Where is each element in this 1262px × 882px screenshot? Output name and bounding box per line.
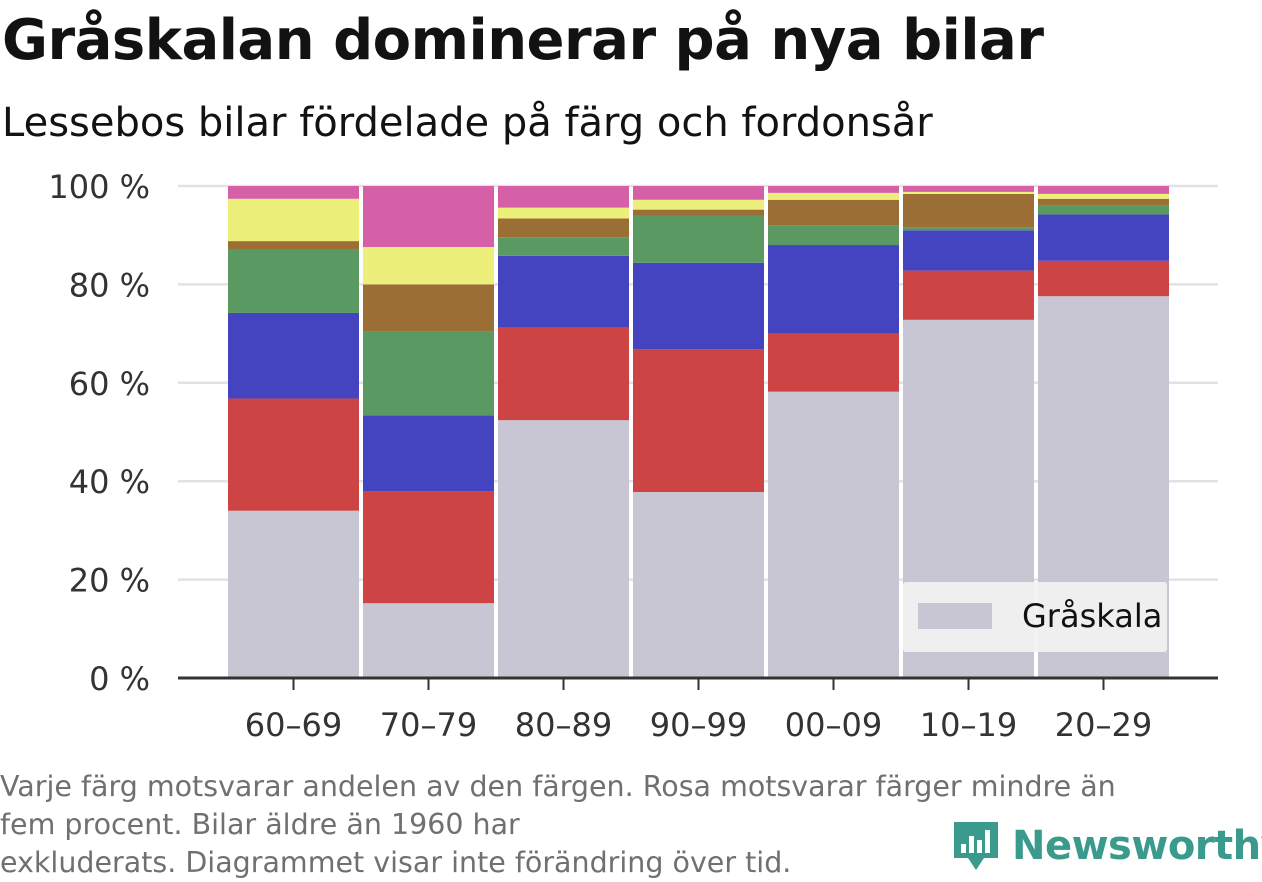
- footnote-line-2: fem procent. Bilar äldre än 1960 har: [0, 808, 520, 841]
- bar-segment-1-4: [363, 284, 494, 332]
- bar-segment-6-6: [1038, 186, 1169, 194]
- x-tick-label: 80–89: [515, 706, 612, 744]
- bar-segment-3-1: [633, 349, 764, 493]
- bar-segment-0-6: [228, 186, 359, 199]
- bar-segment-1-0: [363, 603, 494, 678]
- x-tick-label: 00–09: [785, 706, 882, 744]
- bar-segment-0-0: [228, 510, 359, 678]
- bar-segment-5-6: [903, 186, 1034, 192]
- bar-segment-6-2: [1038, 214, 1169, 261]
- bar-segment-6-5: [1038, 193, 1169, 199]
- y-tick-label: 20 %: [69, 562, 150, 600]
- y-tick-label: 40 %: [69, 463, 150, 501]
- legend-box: [903, 582, 1167, 652]
- bar-segment-5-1: [903, 270, 1034, 320]
- bar-segment-4-1: [768, 333, 899, 392]
- y-tick-label: 80 %: [69, 266, 150, 304]
- bar-segment-5-5: [903, 191, 1034, 194]
- bar-segment-4-5: [768, 192, 899, 200]
- bar-segment-1-2: [363, 415, 494, 492]
- chart-title: Gråskalan dominerar på nya bilar: [2, 8, 1044, 73]
- bar-segment-5-4: [903, 193, 1034, 228]
- bar-segment-1-6: [363, 186, 494, 248]
- footnote-line-3: exkluderats. Diagrammet visar inte förän…: [0, 846, 792, 879]
- footnote-line-1: Varje färg motsvarar andelen av den färg…: [0, 770, 1116, 803]
- bar-segment-0-4: [228, 241, 359, 249]
- bar-segment-6-1: [1038, 260, 1169, 297]
- bar-segment-3-3: [633, 215, 764, 263]
- bar-segment-2-1: [498, 327, 629, 421]
- y-tick-label: 100 %: [48, 168, 150, 206]
- bar-segment-2-4: [498, 218, 629, 238]
- bar-segment-4-4: [768, 199, 899, 226]
- bar-segment-2-6: [498, 186, 629, 208]
- footnote: Varje färg motsvarar andelen av den färg…: [0, 768, 1240, 882]
- y-tick-label: 60 %: [69, 365, 150, 403]
- x-tick-label: 20–29: [1055, 706, 1152, 744]
- logo-text: Newsworthy: [1012, 823, 1262, 869]
- x-tick-label: 60–69: [245, 706, 342, 744]
- bar-segment-1-3: [363, 331, 494, 416]
- bar-segment-3-5: [633, 199, 764, 210]
- bar-segment-3-4: [633, 209, 764, 216]
- x-tick-label: 90–99: [650, 706, 747, 744]
- bar-segment-3-0: [633, 492, 764, 678]
- bar-segment-6-3: [1038, 205, 1169, 215]
- x-tick-label: 10–19: [920, 706, 1017, 744]
- bar-segment-6-4: [1038, 198, 1169, 206]
- bar-segment-2-2: [498, 255, 629, 328]
- bar-segment-0-3: [228, 248, 359, 313]
- bar-segment-0-1: [228, 398, 359, 511]
- legend-label: Gråskala: [1022, 597, 1162, 635]
- bar-segment-4-3: [768, 225, 899, 246]
- bar-segment-2-0: [498, 420, 629, 678]
- bar-segment-1-5: [363, 247, 494, 285]
- bar-segment-1-1: [363, 491, 494, 604]
- bar-segment-3-6: [633, 186, 764, 200]
- bar-segment-0-5: [228, 198, 359, 242]
- chart-subtitle: Lessebos bilar fördelade på färg och for…: [2, 100, 933, 146]
- bar-segment-4-0: [768, 391, 899, 678]
- bar-chart-badge-icon: [954, 822, 998, 870]
- x-tick-label: 70–79: [380, 706, 477, 744]
- bar-segment-3-2: [633, 262, 764, 350]
- bar-segment-5-2: [903, 230, 1034, 271]
- legend-swatch: [918, 603, 992, 629]
- y-tick-label: 0 %: [89, 660, 150, 698]
- newsworthy-logo[interactable]: Newsworthy: [950, 818, 1262, 874]
- bar-segment-4-6: [768, 186, 899, 193]
- bar-segment-4-2: [768, 245, 899, 334]
- bar-segment-0-2: [228, 312, 359, 399]
- bar-segment-2-5: [498, 207, 629, 219]
- bar-segment-5-3: [903, 227, 1034, 231]
- bar-segment-2-3: [498, 237, 629, 256]
